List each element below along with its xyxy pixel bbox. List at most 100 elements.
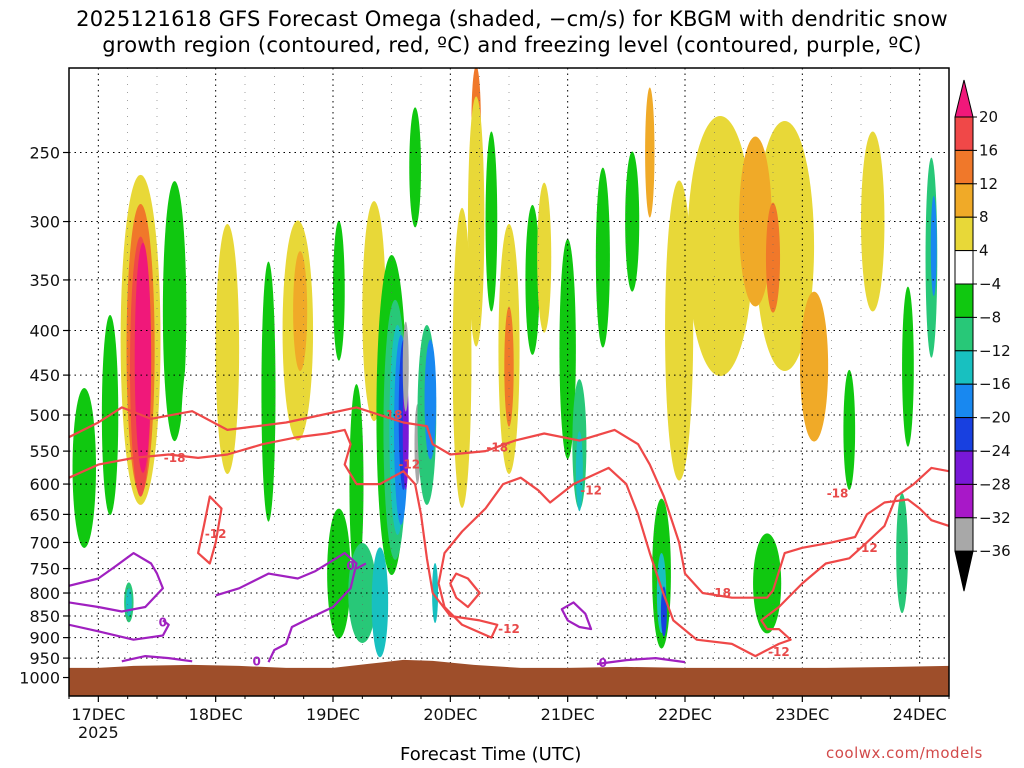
credit-text: coolwx.com/models xyxy=(826,744,983,762)
freezing-level-contour xyxy=(69,551,164,613)
contour-label: -18 xyxy=(709,586,731,600)
omega-shade xyxy=(402,321,409,412)
x-tick-label: 21DEC xyxy=(541,705,595,724)
x-tick-label: 24DEC xyxy=(893,705,947,724)
x-tick-label: 18DEC xyxy=(189,705,243,724)
omega-shade xyxy=(72,387,96,548)
colorbar-label: 12 xyxy=(979,175,998,193)
y-tick-label: 350 xyxy=(29,271,60,290)
contour-label: -12 xyxy=(768,645,790,659)
colorbar-label: −4 xyxy=(979,275,1001,293)
omega-shade xyxy=(333,220,345,361)
freezing-level-contour xyxy=(596,656,686,666)
contour-label: -18 xyxy=(827,486,849,500)
colorbar-band xyxy=(954,216,974,252)
y-tick-label: 700 xyxy=(29,533,60,552)
contour-label: -12 xyxy=(580,483,602,497)
colorbar-label: −8 xyxy=(979,308,1001,326)
y-tick-label: 800 xyxy=(29,584,60,603)
colorbar-band xyxy=(954,417,974,452)
grid-lines xyxy=(69,68,949,696)
colorbar-band xyxy=(954,149,974,185)
omega-shade xyxy=(134,242,152,473)
y-axis-ticks: 250 300 350 400 450 500 550 600 650 700 750 800 850 9… xyxy=(19,144,69,688)
omega-shade xyxy=(293,251,308,372)
colorbar-band xyxy=(954,350,974,385)
colorbar-label: 4 xyxy=(979,242,989,260)
y-tick-label: 750 xyxy=(29,560,60,579)
freezing-level-contour xyxy=(69,619,170,641)
contour-label: -18 xyxy=(164,451,186,465)
omega-shade xyxy=(902,286,914,447)
contour-label: -12 xyxy=(498,622,520,636)
x-tick-label: 22DEC xyxy=(658,705,712,724)
y-tick-label: 850 xyxy=(29,607,60,626)
y-tick-label: 550 xyxy=(29,442,60,461)
omega-shade xyxy=(799,291,829,442)
contours xyxy=(69,406,949,666)
omega-shade xyxy=(687,115,754,376)
omega-shade xyxy=(843,369,856,490)
contour-label: 0 xyxy=(253,654,261,668)
freezing-level-contour xyxy=(355,562,367,570)
colorbar-label: −32 xyxy=(979,509,1011,527)
contour-label: -12 xyxy=(398,458,420,472)
dendritic-contour xyxy=(69,428,949,658)
colorbar-band xyxy=(954,316,974,352)
dendritic-contour xyxy=(197,495,223,565)
omega-shade xyxy=(896,493,908,614)
chart-title-line-2: growth region (contoured, red, ºC) and f… xyxy=(102,33,922,57)
omega-shade xyxy=(595,167,610,348)
freezing-level-contour xyxy=(560,601,593,631)
contour-labels: -18 -12 -18 -12 -18 -12 -12 -18 -12 -18 -12 0 0 0 0 xyxy=(159,408,878,670)
omega-shade xyxy=(665,180,694,481)
y-tick-label: 950 xyxy=(29,649,60,668)
freezing-level-contour xyxy=(121,654,193,663)
colorbar-band xyxy=(954,517,974,552)
x-tick-label: 19DEC xyxy=(306,705,360,724)
y-tick-label: 300 xyxy=(29,213,60,232)
omega-shade xyxy=(261,261,276,522)
contour-label: -18 xyxy=(486,441,508,455)
y-tick-label: 600 xyxy=(29,475,60,494)
x-tick-label: 20DEC xyxy=(423,705,477,724)
colorbar-label: −24 xyxy=(979,442,1011,460)
colorbar-label: −28 xyxy=(979,475,1011,493)
omega-shade xyxy=(625,151,640,292)
y-tick-label: 450 xyxy=(29,366,60,385)
omega-shade xyxy=(327,508,351,639)
dendritic-contour xyxy=(69,406,949,599)
y-tick-label: 400 xyxy=(29,322,60,341)
colorbar-band xyxy=(954,483,974,519)
omega-shade xyxy=(537,182,552,333)
dendritic-contour xyxy=(449,572,481,609)
colorbar-band xyxy=(954,450,974,485)
colorbar-label: 8 xyxy=(979,208,989,226)
x-tick-label: 23DEC xyxy=(775,705,829,724)
y-tick-label: 650 xyxy=(29,505,60,524)
colorbar-top-arrow xyxy=(954,79,974,118)
contour-label: 0 xyxy=(159,616,167,630)
omega-shade xyxy=(645,87,655,218)
colorbar-label: −36 xyxy=(979,542,1011,560)
colorbar-label: 20 xyxy=(979,108,998,126)
colorbar-label: 16 xyxy=(979,141,998,159)
colorbar-bottom-arrow xyxy=(954,550,974,592)
contour-label: -18 xyxy=(381,408,403,422)
terrain-fill xyxy=(69,659,949,696)
colorbar-label: −12 xyxy=(979,342,1011,360)
colorbar-band xyxy=(954,250,974,285)
omega-shade xyxy=(738,136,772,307)
omega-shade xyxy=(575,431,583,512)
omega-shade xyxy=(452,207,472,508)
omega-shade xyxy=(432,563,439,624)
omega-shade xyxy=(162,181,187,442)
colorbar-label: −16 xyxy=(979,375,1011,393)
y-tick-label: 900 xyxy=(29,629,60,648)
omega-shade xyxy=(753,533,782,634)
y-tick-label: 500 xyxy=(29,406,60,425)
omega-shade xyxy=(504,306,514,427)
omega-shade xyxy=(235,391,255,552)
